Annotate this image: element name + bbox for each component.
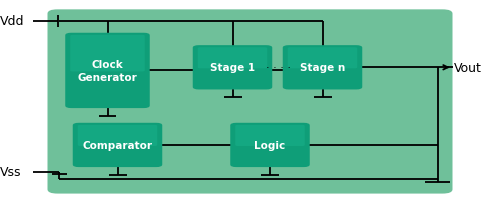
FancyBboxPatch shape: [288, 48, 357, 69]
Text: Comparator: Comparator: [82, 140, 152, 150]
Text: Stage n: Stage n: [300, 63, 345, 73]
FancyBboxPatch shape: [70, 36, 145, 72]
FancyBboxPatch shape: [230, 123, 310, 167]
Text: Clock
Generator: Clock Generator: [78, 60, 138, 82]
FancyBboxPatch shape: [236, 125, 305, 146]
Text: Stage 1: Stage 1: [210, 63, 255, 73]
Text: Vss: Vss: [0, 166, 22, 178]
FancyBboxPatch shape: [48, 10, 452, 194]
FancyBboxPatch shape: [283, 46, 362, 90]
FancyBboxPatch shape: [65, 34, 150, 109]
FancyBboxPatch shape: [78, 125, 157, 146]
FancyBboxPatch shape: [193, 46, 272, 90]
Text: Vout: Vout: [454, 62, 482, 74]
FancyBboxPatch shape: [72, 123, 162, 167]
Text: Logic: Logic: [254, 140, 286, 150]
Text: Vdd: Vdd: [0, 15, 24, 28]
Text: · · · ·: · · · ·: [266, 63, 291, 73]
FancyBboxPatch shape: [198, 48, 267, 69]
